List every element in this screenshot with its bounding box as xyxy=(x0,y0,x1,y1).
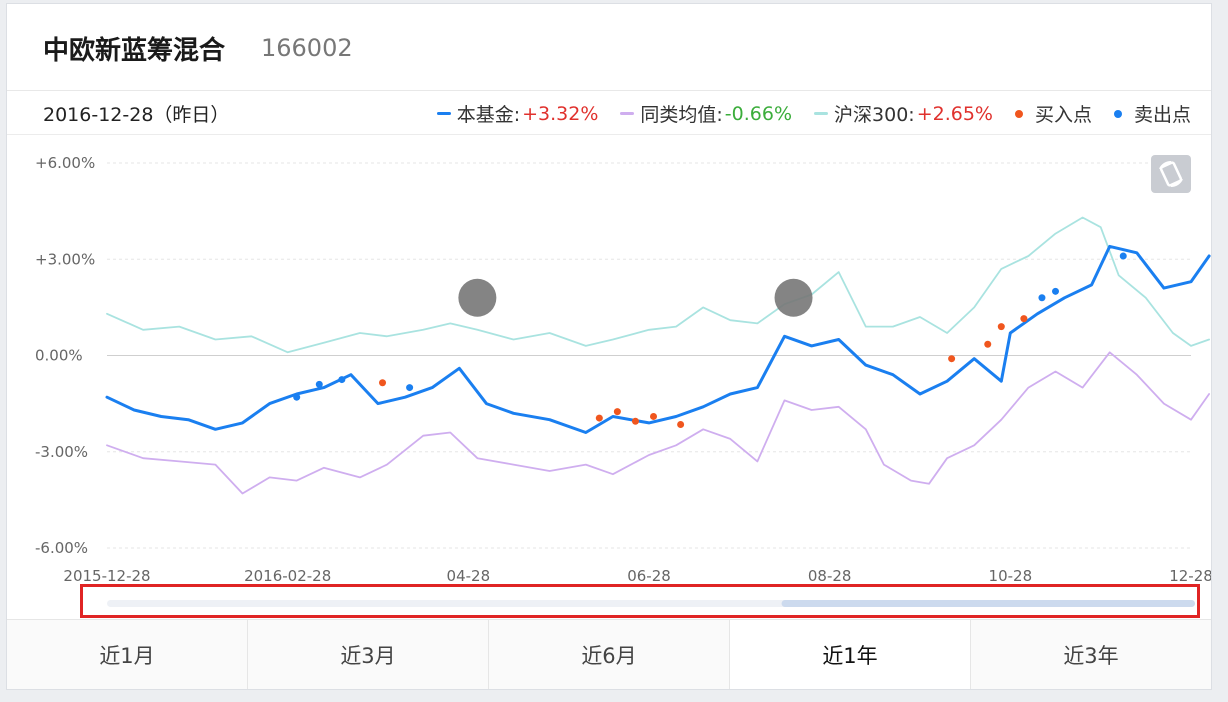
buy-point xyxy=(613,408,621,416)
sell-point xyxy=(338,376,346,384)
rotate-phone-icon xyxy=(1159,160,1183,188)
series-line-peer xyxy=(106,351,1210,495)
buy-point xyxy=(1020,315,1028,323)
legend-label-fund: 本基金: xyxy=(456,104,521,126)
legend-label-peer: 同类均值: xyxy=(640,104,723,126)
buy-point xyxy=(631,417,639,425)
legend-swatch-peer xyxy=(620,112,635,115)
x-tick-label: 12-28 xyxy=(1169,567,1211,585)
y-tick-label: +3.00% xyxy=(35,250,95,268)
legend-value-peer: -0.66% xyxy=(724,102,793,125)
annotation-marker xyxy=(458,278,497,317)
legend-swatch-fund xyxy=(436,112,451,115)
buy-point xyxy=(984,340,992,348)
range-handle[interactable] xyxy=(781,600,1195,607)
legend-label-index: 沪深300: xyxy=(834,104,915,126)
sell-point xyxy=(1052,287,1059,295)
buy-point xyxy=(677,420,685,428)
sell-point xyxy=(406,384,414,392)
annotation-marker xyxy=(774,278,813,317)
tab-3-months[interactable]: 近3月 xyxy=(248,620,489,689)
x-tick-label: 06-28 xyxy=(627,567,671,585)
tab-1-month[interactable]: 近1月 xyxy=(7,620,248,689)
info-row: 2016-12-28（昨日） 本基金: +3.32% 同类均值: -0.66% … xyxy=(7,90,1211,135)
x-tick-label: 2016-02-28 xyxy=(244,567,331,585)
range-tabs: 近1月 近3月 近6月 近1年 近3年 xyxy=(7,619,1211,689)
sell-point xyxy=(315,380,323,388)
legend-swatch-buy xyxy=(1014,109,1023,118)
sell-point xyxy=(1119,252,1127,260)
x-tick-label: 04-28 xyxy=(447,567,491,585)
x-tick-label: 10-28 xyxy=(989,567,1033,585)
y-tick-label: +6.00% xyxy=(35,154,95,172)
legend-swatch-index xyxy=(814,112,829,115)
rotate-button[interactable] xyxy=(1151,155,1191,193)
fund-chart-card: 中欧新蓝筹混合 166002 2016-12-28（昨日） 本基金: +3.32… xyxy=(6,3,1212,690)
legend-item-buy[interactable]: 买入点 xyxy=(1014,100,1092,127)
legend-label-sell: 卖出点 xyxy=(1133,104,1191,126)
series-line-index xyxy=(106,216,1210,354)
fund-code: 166002 xyxy=(261,34,353,62)
x-tick-label: 08-28 xyxy=(808,567,852,585)
series-line-fund xyxy=(105,244,1211,434)
legend-item-index[interactable]: 沪深300: +2.65% xyxy=(814,100,993,127)
x-tick-label: 2015-12-28 xyxy=(63,567,150,585)
buy-point xyxy=(650,412,658,420)
legend-item-fund[interactable]: 本基金: +3.32% xyxy=(436,100,599,127)
y-tick-label: 0.00% xyxy=(35,347,83,365)
chart-area[interactable]: +6.00% +3.00% 0.00% -3.00% -6.00% 2015-12-28 2… xyxy=(7,135,1211,619)
fund-name: 中欧新蓝筹混合 xyxy=(43,36,226,66)
tab-6-months[interactable]: 近6月 xyxy=(489,620,730,689)
legend-label-buy: 买入点 xyxy=(1034,104,1092,126)
legend-value-fund: +3.32% xyxy=(522,102,599,125)
sell-point xyxy=(293,393,301,401)
legend: 本基金: +3.32% 同类均值: -0.66% 沪深300: +2.65% 买… xyxy=(415,100,1191,127)
legend-value-index: +2.65% xyxy=(916,102,993,125)
legend-swatch-sell xyxy=(1113,109,1122,118)
buy-point xyxy=(595,414,603,422)
tab-1-year[interactable]: 近1年 xyxy=(730,620,971,689)
buy-point xyxy=(948,355,956,363)
chart-svg[interactable]: +6.00% +3.00% 0.00% -3.00% -6.00% 2015-12-28 2… xyxy=(7,135,1211,619)
legend-item-peer[interactable]: 同类均值: -0.66% xyxy=(620,100,792,127)
fund-header: 中欧新蓝筹混合 166002 xyxy=(7,4,1211,91)
sell-point xyxy=(1038,294,1046,302)
legend-item-sell[interactable]: 卖出点 xyxy=(1113,100,1191,127)
date-label: 2016-12-28（昨日） xyxy=(43,104,230,126)
buy-point xyxy=(379,379,387,387)
y-tick-label: -6.00% xyxy=(35,539,88,557)
y-tick-label: -3.00% xyxy=(35,443,88,461)
buy-point xyxy=(997,323,1005,331)
tab-3-years[interactable]: 近3年 xyxy=(1063,644,1119,668)
